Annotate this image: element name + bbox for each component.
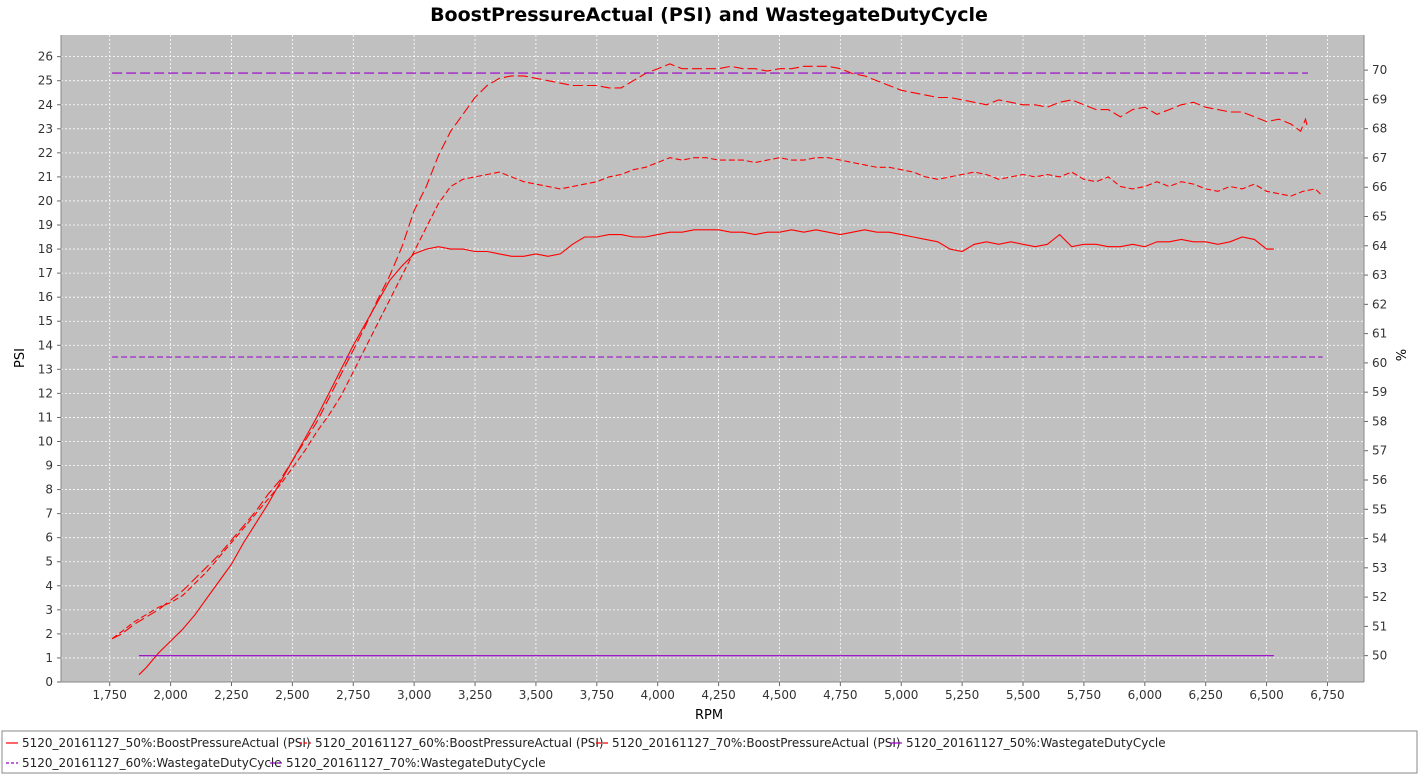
x-tick-label: 4,750: [823, 688, 857, 702]
y-tick-label: 4: [45, 579, 53, 593]
y-tick-label: 11: [38, 410, 53, 424]
y2-tick-label: 54: [1372, 532, 1387, 546]
x-tick-label: 5,750: [1067, 688, 1101, 702]
y2-tick-label: 52: [1372, 590, 1387, 604]
y2-tick-label: 60: [1372, 356, 1387, 370]
x-tick-label: 4,250: [701, 688, 735, 702]
x-tick-label: 5,500: [1006, 688, 1040, 702]
y-tick-label: 8: [45, 483, 53, 497]
y-tick-label: 15: [38, 314, 53, 328]
x-tick-label: 6,250: [1189, 688, 1223, 702]
x-tick-label: 2,000: [153, 688, 187, 702]
y2-tick-label: 56: [1372, 473, 1387, 487]
y-tick-label: 6: [45, 531, 53, 545]
y2-axis-label: %: [1392, 349, 1407, 361]
x-tick-label: 5,000: [884, 688, 918, 702]
x-tick-label: 3,750: [580, 688, 614, 702]
y2-tick-label: 53: [1372, 561, 1387, 575]
y-tick-label: 23: [38, 122, 53, 136]
chart-title: BoostPressureActual (PSI) and WastegateD…: [430, 4, 988, 26]
y2-tick-label: 66: [1372, 180, 1387, 194]
series-group: [111, 63, 1323, 676]
x-tick-label: 6,750: [1310, 688, 1344, 702]
x-axis-label: RPM: [695, 708, 723, 723]
x-tick-label: 4,000: [641, 688, 675, 702]
x-tick-label: 6,500: [1249, 688, 1283, 702]
y2-tick-label: 64: [1372, 239, 1387, 253]
y-tick-label: 19: [38, 218, 53, 232]
y2-tick-label: 51: [1372, 619, 1387, 633]
y-tick-label: 12: [38, 386, 53, 400]
legend: 5120_20161127_50%:BoostPressureActual (P…: [6, 736, 1166, 770]
y2-tick-label: 55: [1372, 502, 1387, 516]
y2-tick-label: 59: [1372, 385, 1387, 399]
series-line-3: [111, 63, 1309, 640]
x-tick-label: 1,750: [93, 688, 127, 702]
y2-tick-label: 57: [1372, 444, 1387, 458]
x-tick-label: 2,250: [214, 688, 248, 702]
y-tick-label: 25: [38, 74, 53, 88]
grid: [61, 35, 1364, 683]
y2-tick-label: 62: [1372, 297, 1387, 311]
y-tick-label: 3: [45, 603, 53, 617]
y2-tick-label: 63: [1372, 268, 1387, 282]
y-tick-label: 0: [45, 675, 53, 689]
x-tick-label: 4,500: [762, 688, 796, 702]
series-line-1: [138, 229, 1274, 676]
x-tick-label: 6,000: [1128, 688, 1162, 702]
legend-box: [1, 730, 1418, 774]
legend-entry-5: 5120_20161127_60%:WastegateDutyCycle: [22, 756, 282, 770]
legend-entry-2: 5120_20161127_60%:BoostPressureActual (P…: [315, 736, 604, 750]
x-tick-label: 3,500: [519, 688, 553, 702]
legend-entry-1: 5120_20161127_50%:BoostPressureActual (P…: [22, 736, 311, 750]
legend-entry-3: 5120_20161127_70%:BoostPressureActual (P…: [612, 736, 901, 750]
x-tick-label: 2,500: [275, 688, 309, 702]
y-tick-label: 14: [38, 338, 53, 352]
y2-tick-label: 70: [1372, 63, 1387, 77]
y-tick-label: 9: [45, 459, 53, 473]
x-tick-label: 5,250: [945, 688, 979, 702]
y-tick-label: 17: [38, 266, 53, 280]
y-axis-label: PSI: [13, 348, 28, 368]
plot-area: [61, 35, 1364, 682]
y-tick-label: 10: [38, 434, 53, 448]
y2-tick-label: 69: [1372, 92, 1387, 106]
x-tick-label: 3,000: [397, 688, 431, 702]
y2-tick-label: 61: [1372, 327, 1387, 341]
y-tick-label: 16: [38, 290, 53, 304]
legend-entry-4: 5120_20161127_50%:WastegateDutyCycle: [906, 736, 1166, 750]
legend-entry-6: 5120_20161127_70%:WastegateDutyCycle: [286, 756, 546, 770]
y2-tick-label: 68: [1372, 122, 1387, 136]
y-tick-label: 22: [38, 146, 53, 160]
x-tick-label: 3,250: [458, 688, 492, 702]
y-tick-label: 26: [38, 50, 53, 64]
y-tick-label: 13: [38, 362, 53, 376]
y2-tick-label: 65: [1372, 210, 1387, 224]
x-tick-label: 2,750: [336, 688, 370, 702]
y-tick-label: 24: [38, 98, 53, 112]
y-tick-label: 21: [38, 170, 53, 184]
y2-tick-label: 58: [1372, 414, 1387, 428]
y-tick-label: 5: [45, 555, 53, 569]
y-tick-label: 7: [45, 507, 53, 521]
y-tick-label: 1: [45, 651, 53, 665]
y2-tick-label: 67: [1372, 151, 1387, 165]
y2-tick-label: 50: [1372, 649, 1387, 663]
axes: 1,750 2,000 2,250 2,500 2,750 3,000 3,250 3,500…: [38, 35, 1387, 702]
series-line-2: [111, 157, 1323, 640]
y-tick-label: 20: [38, 194, 53, 208]
y-tick-label: 2: [45, 627, 53, 641]
y-tick-label: 18: [38, 242, 53, 256]
